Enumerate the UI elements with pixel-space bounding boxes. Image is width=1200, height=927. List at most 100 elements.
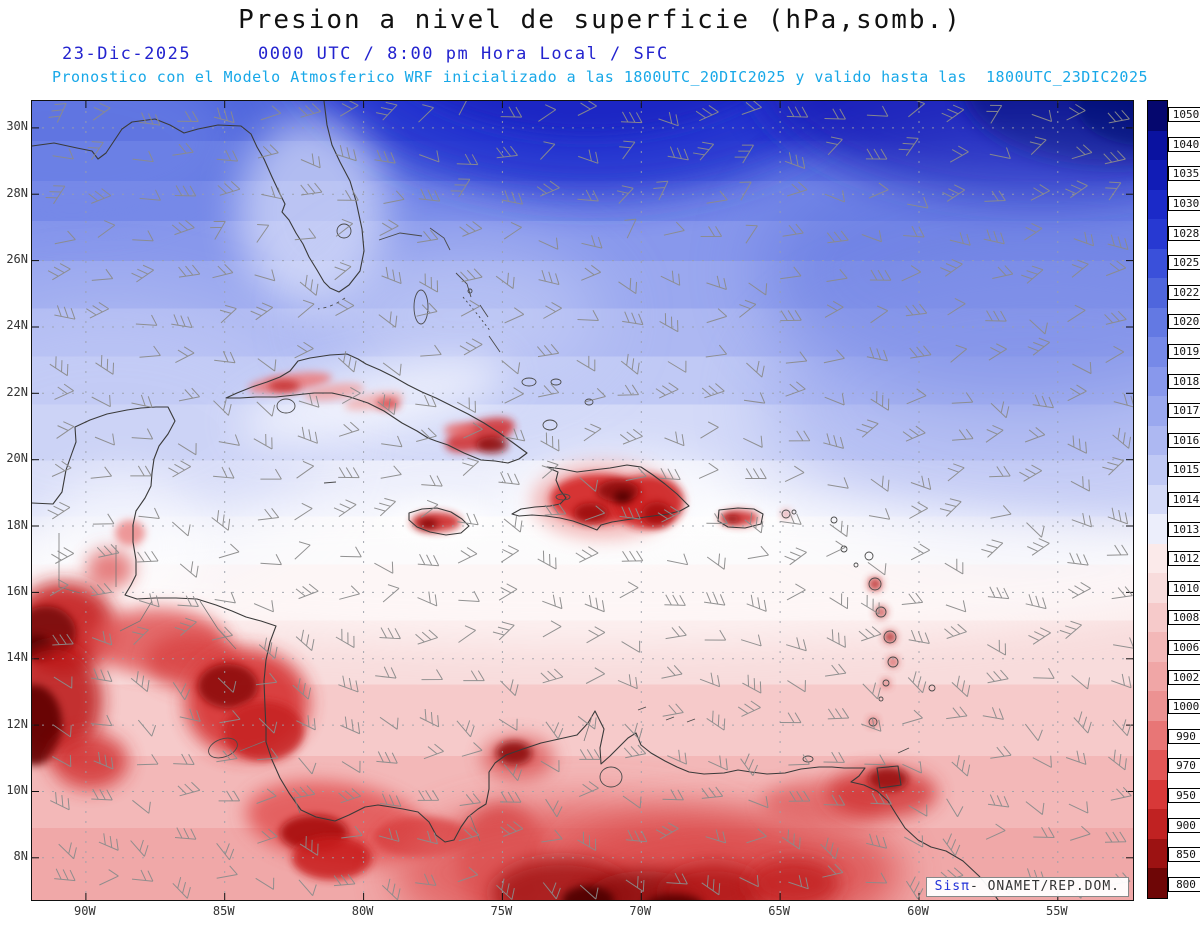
lake-okeechobee (336, 223, 352, 239)
lon-label: 80W (351, 904, 374, 918)
cayman-islands (323, 481, 337, 484)
colorbar-value-label: 1028 (1168, 225, 1200, 241)
pressure-map: Sisπ- ONAMET/REP.DOM. (31, 100, 1134, 901)
florida-keys (317, 297, 346, 310)
colorbar-cell (1148, 219, 1167, 249)
colorbar-value-label: 950 (1168, 787, 1200, 803)
pressure-map-canvas (32, 101, 1133, 900)
pressure-shading-blobs (32, 101, 1133, 900)
colorbar-value-label: 1050 (1168, 107, 1200, 123)
wind-barbs (45, 101, 1133, 900)
colorbar-cell (1148, 455, 1167, 485)
page-title: Presion a nivel de superficie (hPa,somb.… (238, 5, 962, 35)
mainland-coastline (32, 406, 999, 900)
colorbar-value-label: 850 (1168, 847, 1200, 863)
colorbar-value-label: 970 (1168, 758, 1200, 774)
colorbar-cell (1148, 101, 1167, 131)
lat-label: 22N (6, 384, 28, 399)
lon-label: 55W (1045, 904, 1068, 918)
colorbar-cell (1148, 838, 1167, 869)
colorbar-strip (1147, 100, 1168, 899)
colorbar-cell (1148, 543, 1167, 574)
gulf-florida-coastline (32, 101, 365, 293)
colorbar-cell (1148, 868, 1167, 898)
colorbar-cell (1148, 278, 1167, 308)
lon-label: 90W (74, 904, 96, 918)
colorbar-value-label: 1018 (1168, 373, 1200, 389)
lat-label: 30N (6, 119, 28, 134)
lake-nicaragua (208, 737, 238, 759)
watermark-brand: Sisπ (934, 879, 970, 894)
colorbar-cell (1148, 720, 1167, 751)
colorbar-value-label: 1019 (1168, 344, 1200, 360)
colorbar-value-label: 1008 (1168, 610, 1200, 626)
colorbar-cell (1148, 366, 1167, 397)
colorbar-cell (1148, 484, 1167, 515)
colorbar-cell (1148, 425, 1167, 456)
colorbar-value-label: 1020 (1168, 314, 1200, 330)
watermark-org: - ONAMET/REP.DOM. (969, 879, 1120, 894)
colorbar-value-label: 1014 (1168, 492, 1200, 507)
lat-label: 18N (6, 517, 28, 532)
colorbar-cell (1148, 691, 1167, 721)
lon-label: 60W (907, 904, 929, 918)
colorbar-value-label: 990 (1168, 728, 1200, 744)
model-init-line: Pronostico con el Modelo Atmosferico WRF… (51, 68, 1149, 86)
lat-label: 14N (6, 650, 28, 665)
colorbar-cell (1148, 160, 1167, 190)
isla-juventud (276, 398, 296, 414)
colorbar-value-label: 800 (1168, 876, 1200, 892)
colorbar-value-label: 1012 (1168, 551, 1200, 567)
colorbar-cell (1148, 750, 1167, 780)
colorbar-value-label: 900 (1168, 817, 1200, 833)
lesser-antilles-islands (637, 509, 936, 789)
colorbar-cell (1148, 189, 1167, 220)
colorbar-value-label: 1015 (1168, 462, 1200, 478)
lat-label: 26N (6, 252, 28, 267)
lon-label: 85W (212, 904, 235, 918)
colorbar-cell (1148, 602, 1167, 633)
lon-label: 65W (768, 904, 790, 918)
cuba-coastline (225, 353, 528, 464)
watermark: Sisπ- ONAMET/REP.DOM. (925, 877, 1129, 897)
colorbar-value-label: 1010 (1168, 580, 1200, 596)
colorbar-value-label: 1035 (1168, 166, 1200, 182)
lat-label: 12N (6, 716, 28, 731)
lat-label: 24N (6, 318, 28, 333)
colorbar-cell (1148, 661, 1167, 692)
colorbar-value-label: 1000 (1168, 699, 1200, 715)
colorbar-value-label: 1030 (1168, 196, 1200, 212)
colorbar-cell (1148, 396, 1167, 426)
jamaica-coastline (408, 507, 470, 536)
colorbar-value-label: 1017 (1168, 403, 1200, 419)
gonave-island (555, 493, 571, 501)
hispaniola-coastline (511, 464, 690, 531)
lat-label: 8N (13, 849, 28, 864)
colorbar-cell (1148, 779, 1167, 810)
colorbar-value-label: 1025 (1168, 255, 1200, 271)
bahamas-islands (378, 227, 594, 431)
lake-maracaibo (599, 766, 623, 788)
coastlines (32, 101, 999, 900)
colorbar-cell (1148, 337, 1167, 367)
lat-label: 28N (6, 185, 28, 200)
colorbar-value-label: 1016 (1168, 432, 1200, 448)
lon-label: 70W (629, 904, 652, 918)
colorbar-cell (1148, 248, 1167, 279)
colorbar-value-label: 1002 (1168, 669, 1200, 685)
colorbar-cell (1148, 632, 1167, 662)
colorbar-value-label: 1013 (1168, 521, 1200, 537)
gridlines (32, 101, 1133, 900)
lat-label: 10N (6, 782, 28, 797)
colorbar-value-label: 1006 (1168, 639, 1200, 655)
colorbar-cell (1148, 514, 1167, 544)
lat-label: 16N (6, 583, 28, 598)
colorbar-cell (1148, 809, 1167, 839)
colorbar-cell (1148, 307, 1167, 338)
colorbar-value-label: 1040 (1168, 136, 1200, 152)
lat-label: 20N (6, 451, 28, 466)
forecast-date: 23-Dic-2025 (62, 44, 192, 64)
lon-label: 75W (490, 904, 513, 918)
colorbar-value-label: 1022 (1168, 284, 1200, 300)
